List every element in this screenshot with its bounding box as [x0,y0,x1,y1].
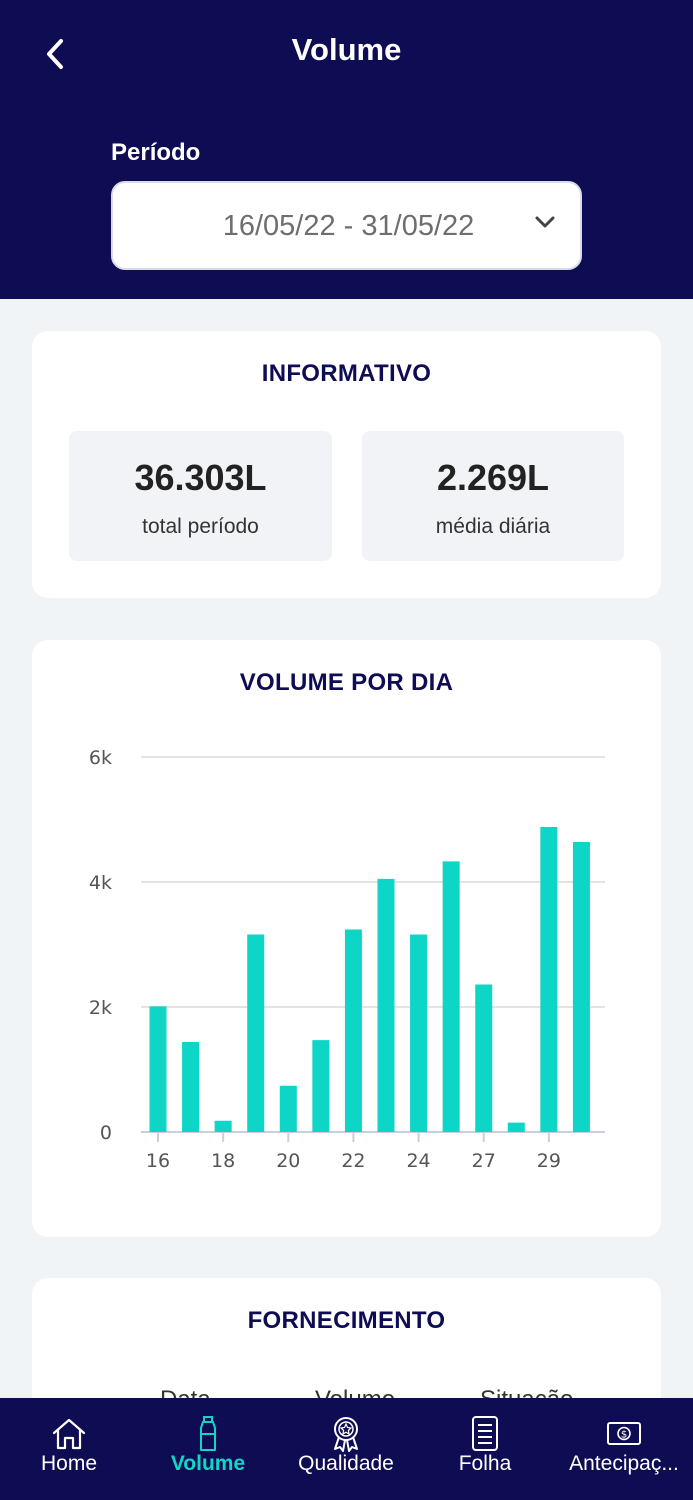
chart-title: VOLUME POR DIA [239,669,454,696]
nav-label-qualidade: Qualidade [298,1452,394,1475]
home-icon [52,1418,86,1450]
bar [182,1042,200,1132]
back-button[interactable] [36,34,76,74]
bottom-navigation: Home Volume Qualidade Folha [0,1398,693,1500]
document-icon [472,1416,498,1451]
nav-item-volume[interactable]: Volume [139,1398,277,1500]
nav-label-home: Home [40,1452,98,1475]
x-tick-label: 22 [341,1150,365,1172]
bar [507,1122,525,1132]
y-tick-label: 6k [89,747,112,769]
bar [312,1040,330,1132]
nav-label-antecipacao: Antecipaç... [569,1452,679,1475]
x-tick-label: 27 [472,1150,496,1172]
x-tick-label: 24 [406,1150,430,1172]
x-tick-label: 29 [537,1150,561,1172]
bar [214,1120,232,1132]
bar [410,934,428,1132]
svg-text:$: $ [621,1430,627,1441]
x-tick-label: 20 [276,1150,300,1172]
fornecimento-title: FORNECIMENTO [247,1307,446,1334]
total-period-box: 36.303L total período [69,431,332,561]
informativo-title: INFORMATIVO [261,360,432,387]
period-label: Período [111,139,201,166]
period-select[interactable]: 16/05/22 - 31/05/22 [111,181,582,270]
bar [279,1085,297,1132]
chevron-down-icon [535,216,555,228]
header: Volume Período 16/05/22 - 31/05/22 [0,0,693,299]
bar [377,878,395,1132]
y-tick-label: 2k [89,997,112,1019]
money-icon: $ [607,1422,641,1445]
period-value: 16/05/22 - 31/05/22 [222,210,475,242]
bar [149,1006,167,1132]
y-tick-label: 4k [89,872,112,894]
total-period-value: 36.303L [134,457,267,498]
total-period-label: total período [142,515,259,538]
bottle-icon [200,1416,216,1451]
daily-average-label: média diária [435,515,551,538]
x-tick-label: 16 [146,1150,170,1172]
x-tick-label: 18 [211,1150,235,1172]
nav-item-home[interactable]: Home [0,1398,138,1500]
daily-average-value: 2.269L [436,457,550,498]
volume-bar-chart: 0 2k 4k 6k 16 18 20 22 24 27 29 [89,747,605,1172]
bar [247,934,265,1132]
nav-item-folha[interactable]: Folha [416,1398,554,1500]
bar [344,929,362,1132]
nav-item-qualidade[interactable]: Qualidade [277,1398,415,1500]
bar [442,861,460,1132]
bar [475,984,493,1132]
nav-label-folha: Folha [458,1452,512,1475]
chevron-left-icon [47,39,63,69]
nav-item-antecipacao[interactable]: $ Antecipaç... [555,1398,693,1500]
daily-average-box: 2.269L média diária [362,431,624,561]
award-icon [334,1417,358,1452]
bar [540,827,558,1132]
bar [572,842,590,1132]
y-tick-label: 0 [100,1122,112,1144]
page-title: Volume [291,32,402,67]
volume-chart-card: VOLUME POR DIA 0 2k 4k 6k 16 18 20 22 24 27 29 [32,640,661,1237]
nav-label-volume: Volume [170,1452,246,1475]
informativo-card: INFORMATIVO 36.303L total período 2.269L… [32,331,661,598]
